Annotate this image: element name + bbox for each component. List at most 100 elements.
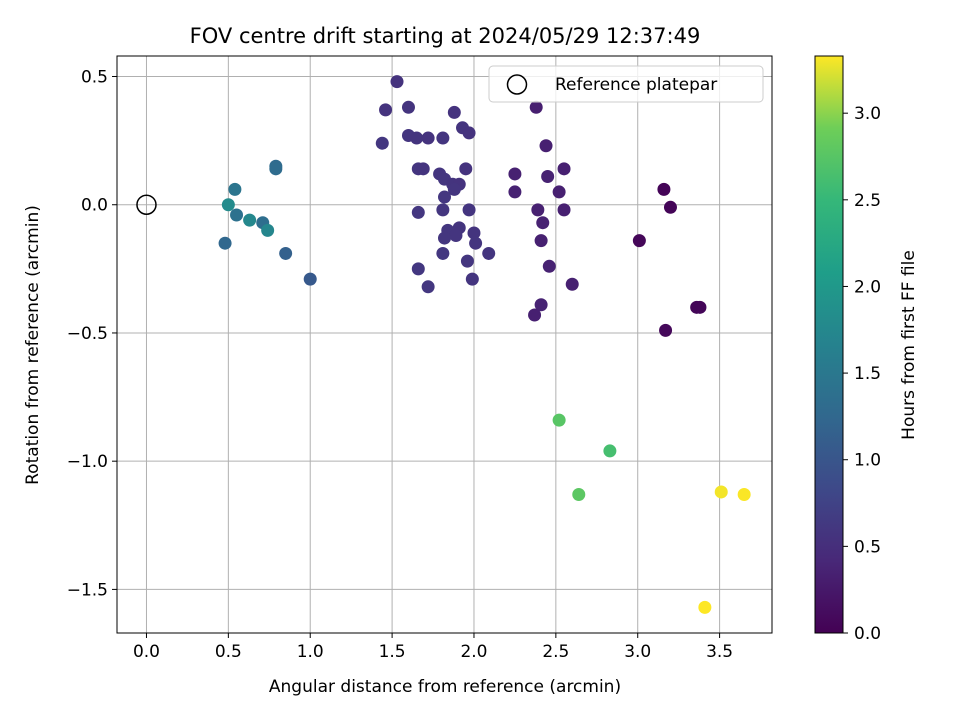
colorbar-tick-label: 3.0 xyxy=(854,104,881,124)
data-point xyxy=(243,213,257,227)
data-point xyxy=(447,182,461,196)
x-tick-label: 3.0 xyxy=(624,642,651,662)
legend: Reference platepar xyxy=(488,65,764,103)
data-point xyxy=(632,234,646,248)
x-tick-label: 1.5 xyxy=(379,642,406,662)
data-point xyxy=(467,226,481,240)
data-point xyxy=(449,229,463,243)
data-point xyxy=(416,162,430,176)
data-point xyxy=(465,272,479,286)
y-axis-label: Rotation from reference (arcmin) xyxy=(23,205,43,485)
data-point xyxy=(714,485,728,499)
data-point xyxy=(375,136,389,150)
data-point xyxy=(221,198,235,212)
data-point xyxy=(438,190,451,204)
data-point xyxy=(663,200,677,214)
plot-axes xyxy=(116,55,773,634)
x-tick-label: 1.0 xyxy=(297,642,324,662)
data-point xyxy=(603,444,617,458)
reference-platepar-marker xyxy=(136,194,157,215)
data-point xyxy=(438,231,451,245)
data-point xyxy=(390,75,404,89)
colorbar-tick-label: 1.0 xyxy=(854,451,881,471)
data-point xyxy=(411,262,425,276)
data-point xyxy=(218,236,232,250)
data-point xyxy=(462,126,476,140)
legend-box xyxy=(488,65,764,103)
chart-title: FOV centre drift starting at 2024/05/29 … xyxy=(190,24,701,48)
data-point xyxy=(421,280,435,294)
y-ticks: 0.5 0.0 −0.5 −1.0 −1.5 xyxy=(67,68,117,600)
data-point xyxy=(508,167,522,181)
colorbar-tick-label: 1.5 xyxy=(854,364,881,384)
data-point xyxy=(534,234,548,248)
data-point xyxy=(269,162,283,176)
data-point xyxy=(737,488,751,502)
data-point xyxy=(469,236,483,250)
x-axis-label: Angular distance from reference (arcmin) xyxy=(269,677,621,697)
data-point xyxy=(482,246,496,260)
plot-frame xyxy=(116,55,773,634)
y-tick-label: −1.5 xyxy=(67,580,108,600)
legend-label-reference: Reference platepar xyxy=(555,75,717,95)
y-tick-label: 0.5 xyxy=(81,68,108,88)
data-point xyxy=(552,413,566,427)
x-ticks: 0.0 0.5 1.0 1.5 2.0 2.5 3.0 3.5 xyxy=(133,633,733,662)
data-point xyxy=(565,277,579,291)
x-tick-label: 0.0 xyxy=(133,642,160,662)
data-point xyxy=(436,203,450,217)
data-points xyxy=(218,75,751,614)
x-tick-label: 0.5 xyxy=(215,642,242,662)
data-point xyxy=(462,203,476,217)
data-point xyxy=(508,185,522,199)
legend-open-circle-marker xyxy=(506,74,528,95)
colorbar-tick-label: 0.0 xyxy=(854,624,881,644)
data-point xyxy=(421,131,435,145)
data-point xyxy=(557,203,571,217)
colorbar-ticks: 0.0 0.5 1.0 1.5 2.0 2.5 3.0 xyxy=(843,104,881,644)
data-point xyxy=(529,100,543,114)
data-point xyxy=(542,259,556,273)
x-tick-label: 3.5 xyxy=(706,642,733,662)
data-point xyxy=(401,100,415,114)
data-point xyxy=(534,298,548,312)
colorbar-label: Hours from first FF file xyxy=(899,250,919,440)
data-point xyxy=(410,131,424,145)
reference-marker-group xyxy=(136,194,157,215)
data-point xyxy=(379,103,393,117)
data-point xyxy=(557,162,571,176)
data-point xyxy=(303,272,317,286)
data-point xyxy=(460,254,474,268)
colorbar-tick-label: 0.5 xyxy=(854,537,881,557)
colorbar-tick-label: 2.5 xyxy=(854,191,881,211)
data-point xyxy=(447,105,461,119)
data-point xyxy=(411,205,425,219)
data-point xyxy=(536,216,550,230)
data-point xyxy=(230,208,244,222)
data-point xyxy=(279,246,293,260)
data-point xyxy=(528,308,542,322)
data-point xyxy=(698,600,712,614)
colorbar xyxy=(814,55,844,634)
x-tick-label: 2.0 xyxy=(460,642,487,662)
data-point xyxy=(657,182,671,196)
colorbar-tick-label: 2.0 xyxy=(854,277,881,297)
y-tick-label: 0.0 xyxy=(81,196,108,216)
data-point xyxy=(261,223,275,237)
data-point xyxy=(539,139,553,153)
data-point xyxy=(693,300,707,314)
data-point xyxy=(228,182,242,196)
data-point xyxy=(541,170,555,184)
data-point xyxy=(659,323,673,337)
data-point xyxy=(552,185,566,199)
data-point xyxy=(436,246,450,260)
x-tick-label: 2.5 xyxy=(542,642,569,662)
y-tick-label: −0.5 xyxy=(67,324,108,344)
y-tick-label: −1.0 xyxy=(67,452,108,472)
data-point xyxy=(572,488,586,502)
data-point xyxy=(459,162,473,176)
data-point xyxy=(436,131,450,145)
data-point xyxy=(531,203,545,217)
